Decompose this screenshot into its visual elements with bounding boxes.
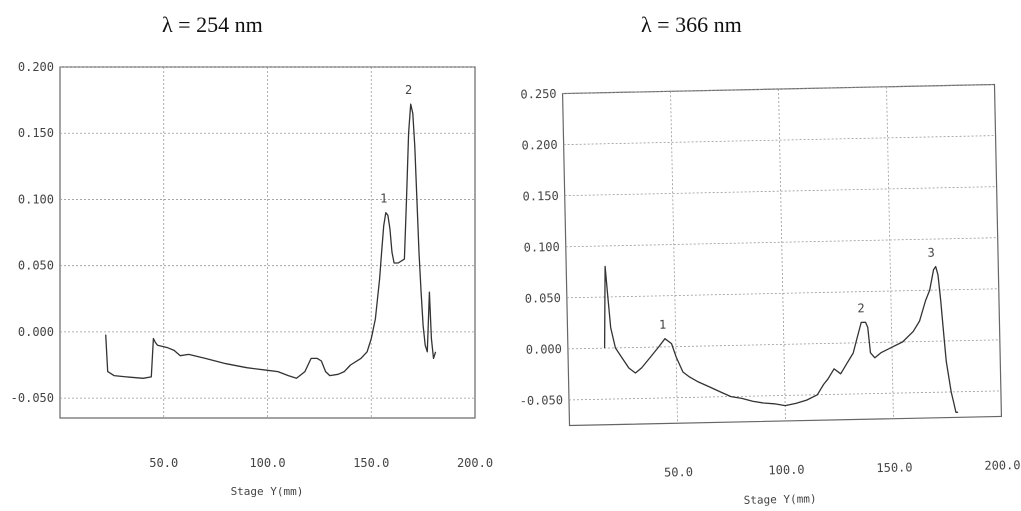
y-tick-label: 0.050 [18, 259, 54, 273]
grid-line-horizontal [564, 186, 997, 197]
x-tick-label: 100.0 [768, 463, 804, 478]
grid-line-horizontal [565, 237, 998, 248]
grid-line-vertical [886, 86, 894, 419]
chart-title-366nm: λ = 366 nm [641, 12, 742, 37]
grid-line-horizontal [563, 135, 996, 146]
x-tick-label: 100.0 [249, 456, 285, 470]
x-tick-label: 200.0 [984, 458, 1020, 473]
y-tick-label: -0.050 [519, 393, 563, 408]
y-tick-label: 0.150 [18, 126, 54, 140]
grid-line-horizontal [566, 288, 999, 299]
grid-line-horizontal [562, 84, 995, 94]
chart-panel-1: 0.250 0.200 0.150 0.100 0.050 0.000 -0.050 50.0… [519, 83, 1021, 507]
y-tick-label: 0.100 [18, 192, 54, 206]
peak-label-1: 1 [659, 318, 667, 332]
series-line-0 [603, 265, 959, 413]
peak-label-2: 2 [405, 83, 412, 97]
x-tick-label: 50.0 [664, 465, 693, 480]
peak-label-2: 2 [857, 301, 865, 315]
y-tick-label: 0.000 [526, 342, 562, 357]
y-tick-label: 0.100 [524, 240, 560, 255]
x-tick-label: 150.0 [353, 456, 389, 470]
grid-line-vertical [670, 91, 678, 424]
plot-frame [561, 83, 1003, 427]
series-line-0 [105, 103, 437, 379]
peak-label-3: 3 [927, 246, 935, 260]
x-axis-label: Stage Y(mm) [744, 492, 817, 507]
x-tick-label: 200.0 [457, 456, 493, 470]
y-tick-label: 0.250 [520, 87, 556, 102]
peak-label-1: 1 [380, 192, 387, 206]
y-tick-label: 0.200 [521, 138, 557, 153]
x-axis-label: Stage Y(mm) [231, 485, 304, 498]
y-tick-label: 0.200 [18, 60, 54, 74]
grid-line-horizontal [567, 339, 1000, 350]
y-tick-label: -0.050 [11, 391, 54, 405]
grid-line-horizontal [568, 390, 1001, 401]
x-tick-label: 150.0 [876, 460, 912, 475]
chart-panel-0: 0.200 0.150 0.100 0.050 0.000 -0.050 50.0 100.0… [11, 60, 493, 498]
chart-title-254nm: λ = 254 nm [162, 12, 263, 37]
y-tick-label: 0.000 [18, 325, 54, 339]
y-tick-label: 0.150 [522, 189, 558, 204]
grid-line-vertical [778, 89, 786, 421]
x-tick-label: 50.0 [149, 456, 178, 470]
y-tick-label: 0.050 [525, 291, 561, 306]
